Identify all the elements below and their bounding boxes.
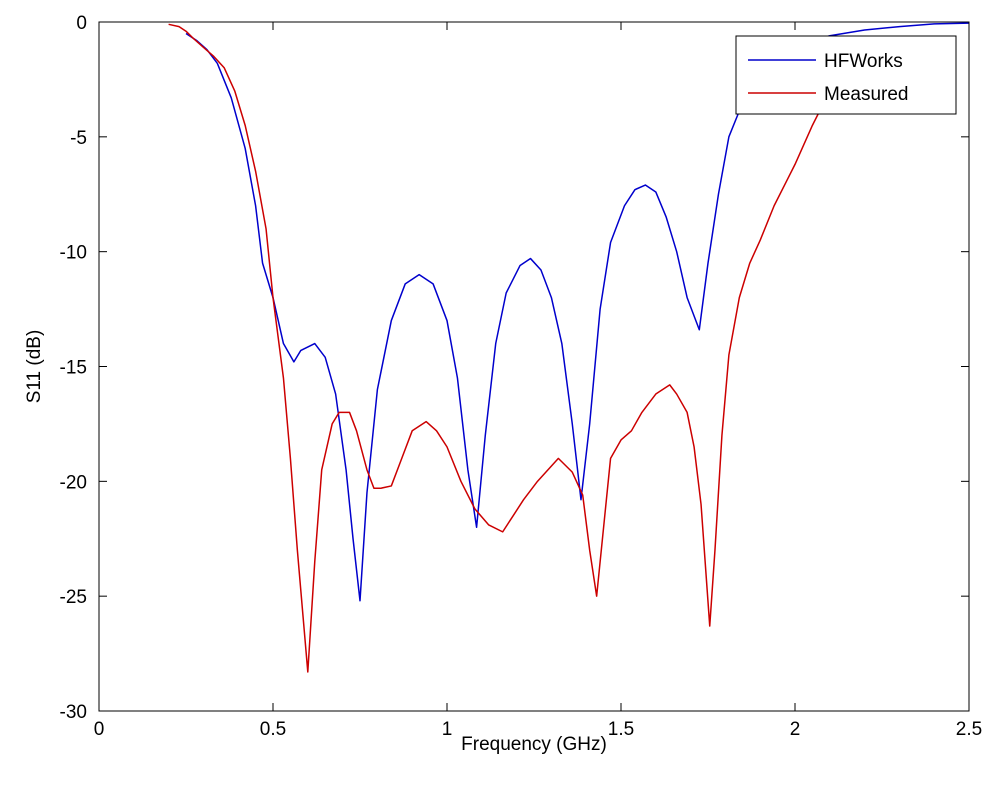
- y-tick-label: -20: [60, 472, 87, 493]
- series-layer: [168, 22, 970, 673]
- x-axis-label: Frequency (GHz): [461, 734, 607, 755]
- x-tick-label: 1.5: [608, 719, 634, 740]
- plot-area: [99, 22, 969, 711]
- x-tick-label: 0.5: [260, 719, 286, 740]
- x-tick-label: 2: [790, 719, 801, 740]
- y-tick-label: -10: [60, 243, 87, 264]
- series-line-measured: [168, 23, 866, 673]
- legend: HFWorks Measured: [735, 35, 957, 115]
- y-tick-label: -30: [60, 702, 87, 723]
- series-line-hfworks: [185, 22, 970, 602]
- y-tick-label: -15: [60, 358, 87, 379]
- y-tick-label: -5: [70, 128, 87, 149]
- x-tick-label: 2.5: [956, 719, 982, 740]
- x-tick-label: 0: [94, 719, 105, 740]
- y-axis-label: S11 (dB): [24, 330, 45, 404]
- tick-layer: 0 0.5 1 1.5 2 2.5 0 -5 -10 -15 -20 -25 -30: [60, 13, 983, 740]
- legend-label-measured: Measured: [824, 84, 909, 105]
- y-tick-label: -25: [60, 587, 87, 608]
- legend-label-hfworks: HFWorks: [824, 51, 903, 72]
- y-tick-label: 0: [76, 13, 87, 34]
- x-tick-label: 1: [442, 719, 453, 740]
- legend-box: [735, 35, 957, 115]
